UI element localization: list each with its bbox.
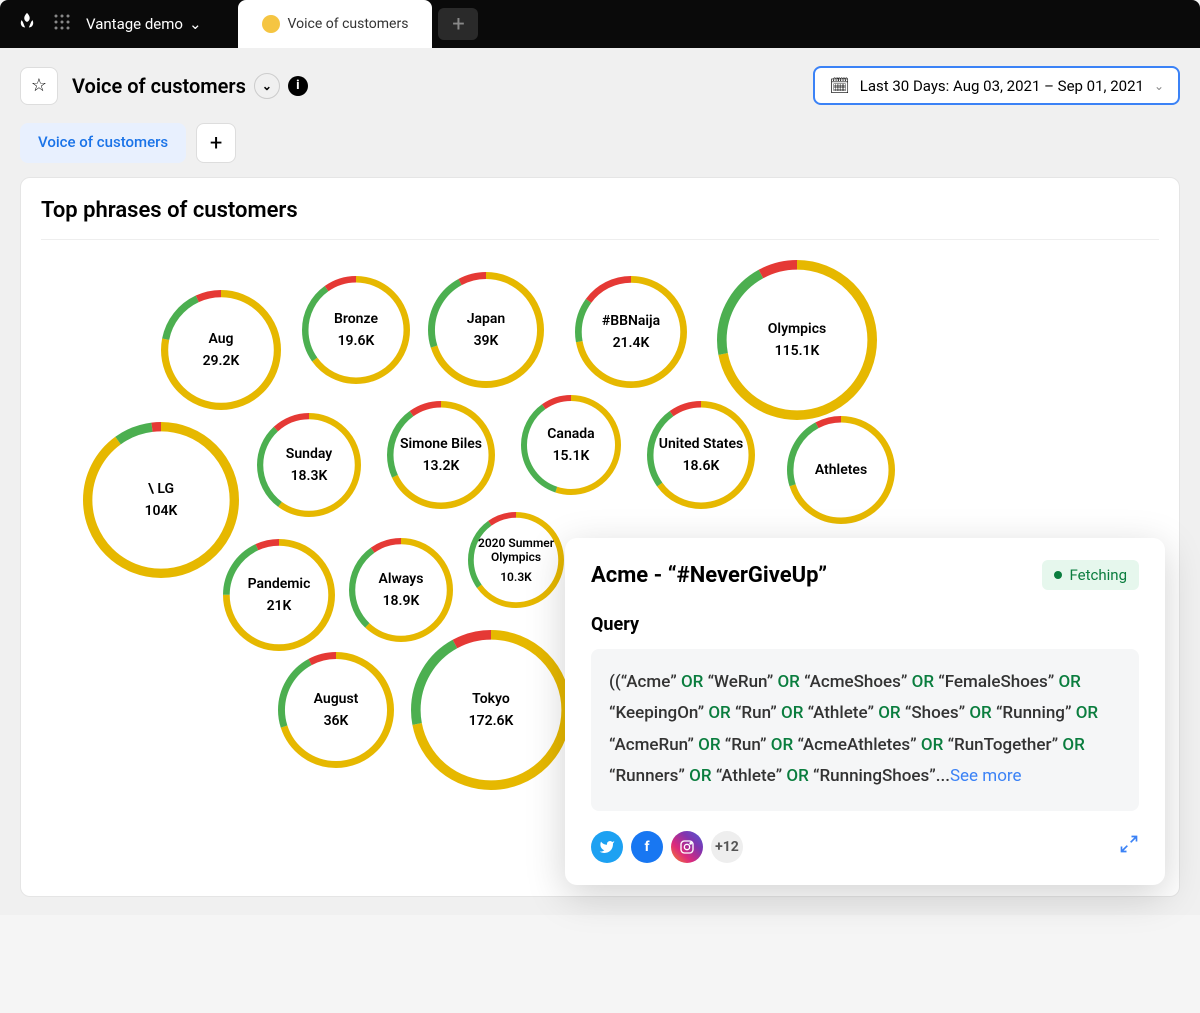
chevron-down-icon: ⌄ bbox=[1154, 79, 1164, 93]
calendar-icon: 🗓 bbox=[829, 76, 849, 95]
social-more-count[interactable]: +12 bbox=[711, 831, 743, 863]
bubble-value: 104K bbox=[145, 503, 178, 519]
phrase-bubble[interactable]: August 36K bbox=[278, 652, 394, 768]
query-label: Query bbox=[591, 614, 1139, 635]
subtab-row: Voice of customers + bbox=[20, 123, 1180, 163]
bubble-value: 21.4K bbox=[613, 335, 650, 351]
status-text: Fetching bbox=[1070, 566, 1127, 584]
phrase-bubble[interactable]: Sunday 18.3K bbox=[257, 413, 361, 517]
phrase-bubble[interactable]: Tokyo 172.6K bbox=[411, 630, 571, 790]
bubble-value: 18.9K bbox=[383, 593, 420, 609]
phrase-bubble[interactable]: 2020 Summer Olympics 10.3K bbox=[468, 512, 564, 608]
query-box: ((“Acme” OR “WeRun” OR “AcmeShoes” OR “F… bbox=[591, 649, 1139, 811]
page-title-text: Voice of customers bbox=[72, 74, 246, 98]
bubble-value: 115.1K bbox=[775, 343, 820, 359]
tab-voice-of-customers[interactable]: Voice of customers bbox=[238, 0, 433, 48]
phrase-bubble[interactable]: Pandemic 21K bbox=[223, 539, 335, 651]
bubble-value: 21K bbox=[267, 598, 292, 614]
date-label: Last 30 Days: Aug 03, 2021 – Sep 01, 202… bbox=[860, 77, 1144, 95]
phrase-bubble[interactable]: Aug 29.2K bbox=[161, 290, 281, 410]
phrase-bubble[interactable]: United States 18.6K bbox=[647, 401, 755, 509]
bubble-label: #BBNaija bbox=[596, 313, 666, 329]
see-more-link[interactable]: See more bbox=[950, 766, 1022, 786]
date-range-picker[interactable]: 🗓 Last 30 Days: Aug 03, 2021 – Sep 01, 2… bbox=[813, 66, 1180, 105]
add-tab-button[interactable]: + bbox=[438, 8, 478, 40]
top-bar: Vantage demo ⌄ Voice of customers + bbox=[0, 0, 1200, 48]
tab-megaphone-icon bbox=[262, 15, 280, 33]
popup-header: Acme - “#NeverGiveUp” Fetching bbox=[591, 560, 1139, 590]
tab-label: Voice of customers bbox=[288, 16, 409, 32]
bubble-label: Sunday bbox=[280, 446, 338, 462]
bubble-label: Japan bbox=[461, 311, 512, 327]
bubble-label: Olympics bbox=[762, 321, 832, 337]
bubble-label: United States bbox=[653, 436, 749, 452]
expand-icon[interactable] bbox=[1119, 834, 1139, 859]
bubble-value: 18.6K bbox=[683, 458, 720, 474]
page-header: ☆ Voice of customers ⌄ i 🗓 Last 30 Days:… bbox=[20, 66, 1180, 105]
favorite-button[interactable]: ☆ bbox=[20, 67, 58, 105]
bubble-value: 10.3K bbox=[500, 570, 532, 584]
bubble-value: 36K bbox=[324, 713, 349, 729]
workspace-selector[interactable]: Vantage demo ⌄ bbox=[86, 15, 202, 33]
phrase-bubble[interactable]: Olympics 115.1K bbox=[717, 260, 877, 420]
bubble-label: 2020 Summer Olympics bbox=[468, 536, 564, 564]
bubble-label: Aug bbox=[202, 331, 239, 347]
bubble-label: Pandemic bbox=[242, 576, 317, 592]
bubble-label: Always bbox=[373, 571, 430, 587]
bubble-value: 13.2K bbox=[423, 458, 460, 474]
workspace-name: Vantage demo bbox=[86, 15, 183, 33]
bubble-value: 39K bbox=[474, 333, 499, 349]
title-dropdown-button[interactable]: ⌄ bbox=[254, 73, 280, 99]
phrase-bubble[interactable]: Bronze 19.6K bbox=[302, 276, 410, 384]
bubble-value: 19.6K bbox=[338, 333, 375, 349]
page-header-left: ☆ Voice of customers ⌄ i bbox=[20, 67, 308, 105]
bubble-label: Athletes bbox=[809, 462, 873, 478]
phrase-bubble[interactable]: Japan 39K bbox=[428, 272, 544, 388]
social-icons: f +12 bbox=[591, 831, 743, 863]
apps-grid-icon[interactable] bbox=[54, 14, 70, 34]
phrase-bubble[interactable]: Simone Biles 13.2K bbox=[387, 401, 495, 509]
phrase-bubble[interactable]: Always 18.9K bbox=[349, 538, 453, 642]
add-subtab-button[interactable]: + bbox=[196, 123, 236, 163]
card-title: Top phrases of customers bbox=[41, 198, 1159, 240]
bubble-label: Canada bbox=[541, 426, 600, 442]
phrase-bubble[interactable]: #BBNaija 21.4K bbox=[575, 276, 687, 388]
bubble-label: August bbox=[308, 691, 365, 707]
bubble-label: Tokyo bbox=[466, 691, 516, 707]
status-dot-icon bbox=[1054, 571, 1062, 579]
phrase-bubble[interactable]: Canada 15.1K bbox=[521, 395, 621, 495]
bubble-value: 18.3K bbox=[291, 468, 328, 484]
bubble-value: 15.1K bbox=[553, 448, 590, 464]
chevron-down-icon: ⌄ bbox=[189, 15, 202, 33]
phrase-bubble[interactable]: Athletes bbox=[787, 416, 895, 524]
popup-title: Acme - “#NeverGiveUp” bbox=[591, 563, 827, 588]
info-icon[interactable]: i bbox=[288, 76, 308, 96]
bubble-label: Bronze bbox=[328, 311, 384, 327]
instagram-icon[interactable] bbox=[671, 831, 703, 863]
bubble-value: 29.2K bbox=[203, 353, 240, 369]
query-popup: Acme - “#NeverGiveUp” Fetching Query ((“… bbox=[565, 538, 1165, 885]
twitter-icon[interactable] bbox=[591, 831, 623, 863]
phrase-bubble[interactable]: \ LG 104K bbox=[83, 422, 239, 578]
popup-footer: f +12 bbox=[591, 831, 1139, 863]
bubble-value: 172.6K bbox=[469, 713, 514, 729]
page-title: Voice of customers ⌄ i bbox=[72, 73, 308, 99]
bubble-label: \ LG bbox=[142, 481, 180, 497]
facebook-icon[interactable]: f bbox=[631, 831, 663, 863]
status-badge: Fetching bbox=[1042, 560, 1139, 590]
tab-strip: Voice of customers + bbox=[238, 0, 479, 48]
logo-icon bbox=[16, 11, 38, 38]
subtab-voice-of-customers[interactable]: Voice of customers bbox=[20, 123, 186, 163]
bubble-label: Simone Biles bbox=[394, 436, 488, 452]
